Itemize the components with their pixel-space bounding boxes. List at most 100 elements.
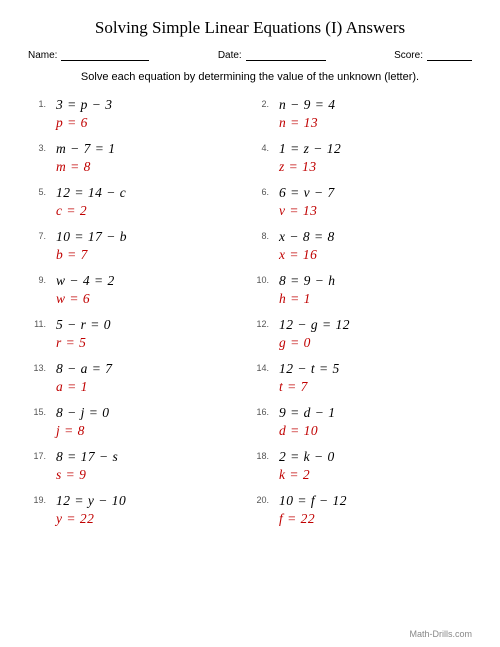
equation-block: 10 = f − 12 f = 22 [279,493,347,527]
worksheet-title: Solving Simple Linear Equations (I) Answ… [28,18,472,38]
answer-text: v = 13 [279,203,335,219]
equation-block: 2 = k − 0 k = 2 [279,449,335,483]
problem-item: 11. 5 − r = 0r = 5 [32,317,245,351]
answer-text: f = 22 [279,511,347,527]
problem-item: 14.12 − t = 5t = 7 [255,361,468,395]
problem-item: 17. 8 = 17 − ss = 9 [32,449,245,483]
equation-text: 3 = p − 3 [56,97,112,113]
score-field: Score: [394,50,472,61]
problem-item: 12. 12 − g = 12 g = 0 [255,317,468,351]
equation-block: 12 = 14 − c c = 2 [56,185,126,219]
answer-text: y = 22 [56,511,126,527]
equation-text: 12 − t = 5 [279,361,340,377]
equation-block: 3 = p − 3 p = 6 [56,97,112,131]
footer-attribution: Math-Drills.com [409,629,472,639]
problem-item: 7. 10 = 17 − b b = 7 [32,229,245,263]
equation-block: 9 = d − 1 d = 10 [279,405,335,439]
answer-text: h = 1 [279,291,335,307]
equation-text: 6 = v − 7 [279,185,335,201]
equation-block: 12 − t = 5 t = 7 [279,361,340,395]
equation-block: n − 9 = 4n = 13 [279,97,335,131]
answer-text: r = 5 [56,335,111,351]
problem-number: 19. [32,493,46,505]
answer-text: p = 6 [56,115,112,131]
equation-text: 10 = 17 − b [56,229,127,245]
equation-block: w − 4 = 2 w = 6 [56,273,115,307]
answer-text: w = 6 [56,291,115,307]
equation-block: x − 8 = 8 x = 16 [279,229,335,263]
problem-item: 10. 8 = 9 − h h = 1 [255,273,468,307]
problem-number: 13. [32,361,46,373]
equation-text: m − 7 = 1 [56,141,115,157]
problem-item: 18. 2 = k − 0 k = 2 [255,449,468,483]
problem-item: 13. 8 − a = 7 a = 1 [32,361,245,395]
problem-number: 12. [255,317,269,329]
equation-text: x − 8 = 8 [279,229,335,245]
equation-text: 12 = y − 10 [56,493,126,509]
problem-number: 10. [255,273,269,285]
name-blank-line [61,50,149,61]
equation-block: 8 = 9 − h h = 1 [279,273,335,307]
problem-number: 7. [32,229,46,241]
equation-text: 9 = d − 1 [279,405,335,421]
answer-text: n = 13 [279,115,335,131]
problem-item: 1. 3 = p − 3 p = 6 [32,97,245,131]
problem-item: 4. 1 = z − 12 z = 13 [255,141,468,175]
problem-item: 20. 10 = f − 12 f = 22 [255,493,468,527]
equation-text: 12 = 14 − c [56,185,126,201]
answer-text: a = 1 [56,379,112,395]
score-blank-line [427,50,472,61]
score-label: Score: [394,50,423,61]
equation-block: 1 = z − 12 z = 13 [279,141,341,175]
problem-item: 2. n − 9 = 4n = 13 [255,97,468,131]
answer-text: g = 0 [279,335,350,351]
equation-text: w − 4 = 2 [56,273,115,289]
answer-text: m = 8 [56,159,115,175]
problem-number: 9. [32,273,46,285]
equation-block: m − 7 = 1 m = 8 [56,141,115,175]
equation-text: 1 = z − 12 [279,141,341,157]
answer-text: k = 2 [279,467,335,483]
answer-text: t = 7 [279,379,340,395]
equation-block: 5 − r = 0r = 5 [56,317,111,351]
problem-item: 15. 8 − j = 0 j = 8 [32,405,245,439]
equation-text: 10 = f − 12 [279,493,347,509]
answer-text: z = 13 [279,159,341,175]
problem-number: 15. [32,405,46,417]
problem-item: 16. 9 = d − 1 d = 10 [255,405,468,439]
problem-number: 18. [255,449,269,461]
problem-item: 3.m − 7 = 1m = 8 [32,141,245,175]
date-label: Date: [218,50,242,61]
problem-number: 16. [255,405,269,417]
answer-text: b = 7 [56,247,127,263]
problem-number: 5. [32,185,46,197]
problem-number: 1. [32,97,46,109]
problem-number: 2. [255,97,269,109]
problem-number: 11. [32,317,46,329]
instructions-text: Solve each equation by determining the v… [28,71,472,83]
answer-text: c = 2 [56,203,126,219]
equation-text: 2 = k − 0 [279,449,335,465]
problem-item: 9. w − 4 = 2 w = 6 [32,273,245,307]
problem-item: 19. 12 = y − 10 y = 22 [32,493,245,527]
problem-item: 8.x − 8 = 8x = 16 [255,229,468,263]
problem-number: 4. [255,141,269,153]
equation-block: 12 = y − 10 y = 22 [56,493,126,527]
equation-block: 12 − g = 12 g = 0 [279,317,350,351]
equation-block: 8 − j = 0 j = 8 [56,405,109,439]
equation-text: 8 − a = 7 [56,361,112,377]
equation-text: 12 − g = 12 [279,317,350,333]
problem-item: 5. 12 = 14 − c c = 2 [32,185,245,219]
header-fields: Name: Date: Score: [28,50,472,61]
answer-text: d = 10 [279,423,335,439]
problem-number: 17. [32,449,46,461]
date-blank-line [246,50,326,61]
equation-block: 8 = 17 − ss = 9 [56,449,118,483]
problem-item: 6.6 = v − 7v = 13 [255,185,468,219]
equation-text: 8 − j = 0 [56,405,109,421]
problem-number: 20. [255,493,269,505]
equation-text: 8 = 9 − h [279,273,335,289]
answer-text: x = 16 [279,247,335,263]
equation-block: 6 = v − 7 v = 13 [279,185,335,219]
answer-text: j = 8 [56,423,109,439]
